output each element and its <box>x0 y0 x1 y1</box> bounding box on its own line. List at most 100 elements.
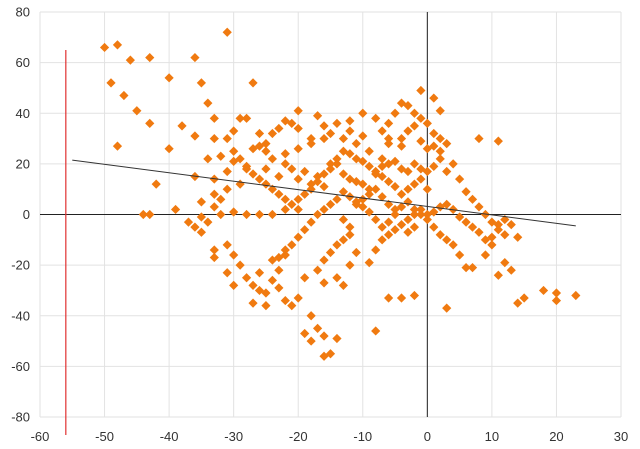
scatter-point <box>306 184 316 194</box>
x-tick-label: 10 <box>485 429 499 444</box>
scatter-point <box>409 204 420 215</box>
data-points <box>99 27 581 361</box>
scatter-point <box>396 141 407 151</box>
scatter-point <box>422 118 432 128</box>
scatter-point <box>403 197 413 207</box>
scatter-point <box>390 225 400 235</box>
scatter-point <box>500 257 510 268</box>
scatter-point <box>384 199 394 209</box>
scatter-point <box>429 222 439 232</box>
scatter-point <box>338 280 349 290</box>
scatter-point <box>319 169 329 179</box>
scatter-point <box>403 227 413 237</box>
scatter-point <box>222 166 232 177</box>
scatter-point <box>209 113 219 123</box>
scatter-point <box>474 133 484 144</box>
scatter-point <box>145 52 155 63</box>
tick-labels: -60 -50 -40 -30 -20 -10 0 10 20 30-80-60-40-20020… <box>11 5 628 445</box>
scatter-point <box>164 144 174 154</box>
scatter-point <box>345 149 355 159</box>
scatter-point <box>261 288 271 298</box>
scatter-point <box>287 240 297 250</box>
scatter-point <box>371 184 381 194</box>
scatter-point <box>364 257 374 268</box>
scatter-point <box>442 199 452 209</box>
scatter-point <box>293 204 303 215</box>
scatter-point <box>442 303 452 313</box>
scatter-point <box>209 245 219 255</box>
scatter-point <box>390 209 400 220</box>
scatter-point <box>312 176 323 187</box>
scatter-point <box>345 230 355 240</box>
scatter-point <box>416 164 426 174</box>
scatter-point <box>416 136 426 146</box>
scatter-point <box>338 146 349 156</box>
scatter-point <box>241 161 252 172</box>
scatter-point <box>267 275 277 285</box>
scatter-point <box>267 154 277 164</box>
scatter-point <box>319 182 329 192</box>
scatter-point <box>403 214 413 225</box>
scatter-point <box>416 204 426 215</box>
scatter-point <box>132 106 142 116</box>
scatter-point <box>377 154 387 164</box>
y-tick-label: 80 <box>16 5 30 20</box>
scatter-point <box>209 189 219 199</box>
scatter-point <box>306 336 316 346</box>
scatter-point <box>293 174 303 184</box>
y-tick-label: 0 <box>23 207 30 222</box>
scatter-point <box>261 164 271 174</box>
scatter-point <box>384 176 394 187</box>
scatter-point <box>280 295 290 306</box>
scatter-point <box>396 293 407 303</box>
scatter-point <box>364 184 374 194</box>
scatter-point <box>345 116 355 126</box>
scatter-point <box>358 179 368 189</box>
scatter-point <box>306 179 316 189</box>
scatter-point <box>216 209 226 220</box>
scatter-point <box>480 250 491 260</box>
scatter-point <box>203 98 213 108</box>
scatter-point <box>138 209 148 220</box>
scatter-point <box>442 166 452 177</box>
scatter-point <box>442 139 452 149</box>
scatter-point <box>319 331 329 341</box>
scatter-point <box>474 227 484 237</box>
scatter-point <box>332 154 342 164</box>
scatter-point <box>241 273 252 283</box>
scatter-point <box>500 230 510 240</box>
scatter-point <box>487 240 497 250</box>
scatter-point <box>267 128 277 139</box>
scatter-point <box>332 118 342 128</box>
scatter-point <box>293 293 303 303</box>
scatter-point <box>538 285 549 296</box>
x-tick-label: -30 <box>224 429 243 444</box>
x-tick-label: -50 <box>95 429 114 444</box>
scatter-point <box>319 278 329 288</box>
scatter-point <box>112 40 123 50</box>
scatter-point <box>261 301 271 311</box>
scatter-point <box>429 93 439 103</box>
scatter-point <box>493 270 503 280</box>
scatter-point <box>99 42 110 53</box>
scatter-point <box>248 280 258 290</box>
scatter-point <box>384 159 394 169</box>
scatter-point <box>500 214 510 225</box>
scatter-point <box>203 217 213 227</box>
scatter-point <box>280 204 290 215</box>
scatter-point <box>384 133 394 144</box>
scatter-point <box>338 133 349 144</box>
scatter-point <box>254 128 265 139</box>
scatter-point <box>467 194 478 204</box>
scatter-point <box>513 232 523 242</box>
scatter-point <box>300 189 310 199</box>
scatter-point <box>506 220 516 230</box>
y-tick-label: -60 <box>11 359 30 374</box>
scatter-point <box>261 179 271 189</box>
y-tick-label: -40 <box>11 308 30 323</box>
scatter-point <box>287 301 297 311</box>
scatter-point <box>106 78 116 88</box>
scatter-point <box>145 209 155 220</box>
scatter-point <box>145 118 155 128</box>
